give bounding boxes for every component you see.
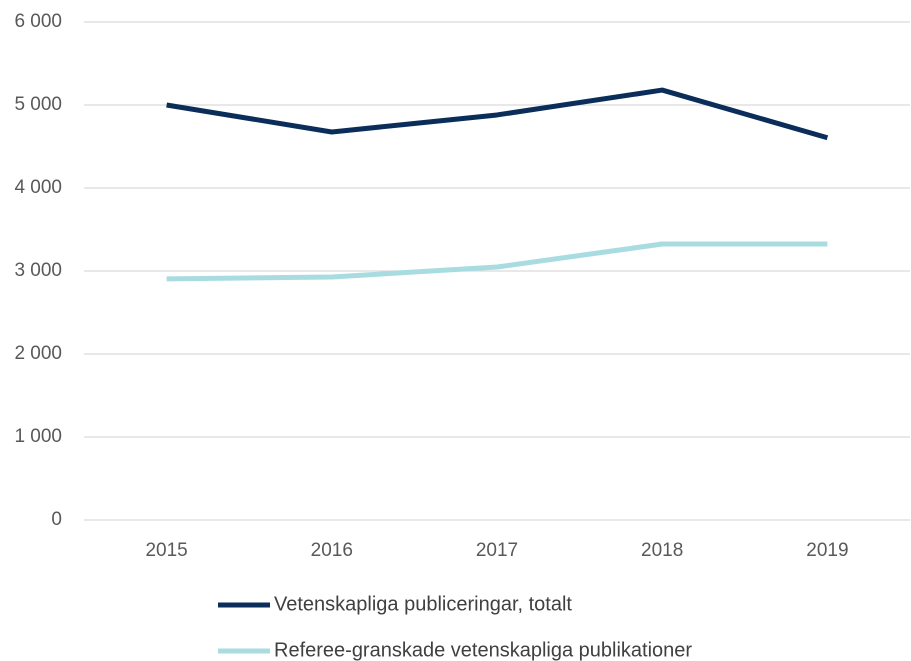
- series-line: [166, 87, 829, 141]
- legend-label: Vetenskapliga publiceringar, totalt: [274, 593, 572, 615]
- x-tick-label: 2015: [145, 540, 187, 561]
- x-tick-label: 2017: [476, 540, 518, 561]
- y-tick-label: 5 000: [14, 94, 62, 115]
- legend-label: Referee-granskade vetenskapliga publikat…: [274, 639, 692, 661]
- x-tick-label: 2016: [311, 540, 353, 561]
- y-tick-label: 0: [51, 509, 62, 530]
- x-tick-label: 2018: [641, 540, 683, 561]
- x-tick-label: 2019: [806, 540, 848, 561]
- y-tick-label: 1 000: [14, 426, 62, 447]
- y-tick-label: 4 000: [14, 177, 62, 198]
- series-line: [166, 241, 828, 282]
- y-tick-label: 6 000: [14, 11, 62, 32]
- y-tick-label: 2 000: [14, 343, 62, 364]
- y-tick-label: 3 000: [14, 260, 62, 281]
